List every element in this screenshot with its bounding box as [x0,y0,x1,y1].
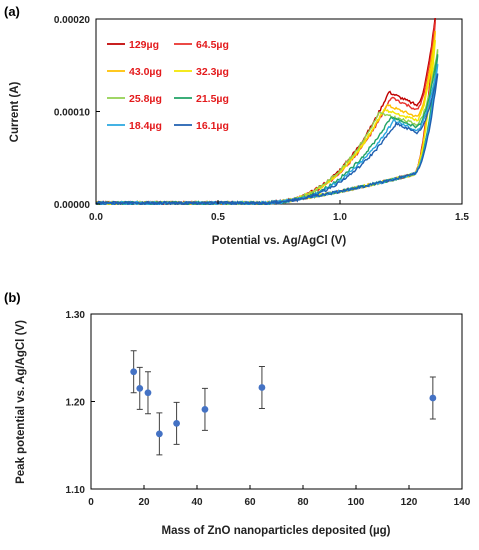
plot-b-frame [90,313,463,490]
plot-a-legend: 129µg 64.5µg 43.0µg 32.3µg 25.8µg 21.5µg 18.4µ… [107,39,229,132]
plot-a-y-axis-title: Current (A) [9,81,21,142]
plot-b-x-tick-label: 60 [244,497,256,508]
plot-a-x-tick-label: 0.5 [211,212,225,223]
plot-b-x-tick-label: 0 [88,497,94,508]
scatter-point [429,394,437,402]
legend-entry: 43.0µg [129,66,162,78]
cv-series-line [96,63,439,205]
scatter-point [130,368,138,376]
plot-b-x-tick-label: 140 [454,497,471,508]
plot-a-y-tick-label: 0.00020 [54,15,91,26]
legend-entry: 32.3µg [196,66,229,78]
legend-entry: 21.5µg [196,93,229,105]
plot-a-x-tick-label: 1.5 [455,212,469,223]
plot-b-x-tick-label: 80 [297,497,309,508]
scatter-point [201,405,209,413]
plot-b-x-tick-label: 40 [191,497,203,508]
panel-a: (a) 0.0 0.5 1.0 1.5 0.00000 0.00010 0.00020 12… [4,4,469,247]
panel-a-label: (a) [4,4,20,19]
plot-a-ticks: 0.0 0.5 1.0 1.5 0.00000 0.00010 0.00020 [54,15,470,223]
plot-b-x-tick-label: 20 [138,497,150,508]
plot-b-x-tick-label: 120 [401,497,418,508]
plot-a-x-tick-label: 0.0 [89,212,103,223]
plot-a-x-tick-label: 1.0 [333,212,347,223]
plot-b-y-tick-label: 1.20 [66,398,86,409]
plot-b-points [130,350,437,456]
plot-b-x-axis-title: Mass of ZnO nanoparticles deposited (µg) [162,525,391,537]
cv-series-line [96,30,436,205]
scatter-point [258,384,266,391]
scatter-point [173,419,180,427]
plot-a-y-tick-label: 0.00010 [54,108,91,119]
legend-entry: 25.8µg [129,93,162,105]
plot-b-ticks: 0 20 40 60 80 100 120 140 1.10 1.20 1.30 [66,310,471,508]
scatter-point [155,430,163,438]
panel-b: (b) 0 20 40 60 80 100 120 140 1.10 1.20 1.30 Mass … [4,290,471,537]
plot-a-curves [96,18,439,205]
plot-a-x-axis-title: Potential vs. Ag/AgCl (V) [212,235,347,247]
scatter-point [144,389,152,397]
legend-entry: 18.4µg [129,120,162,132]
plot-b-x-tick-label: 100 [348,497,365,508]
legend-entry: 64.5µg [196,39,229,51]
legend-entry: 129µg [129,39,159,51]
plot-b-y-axis-title: Peak potential vs. Ag/AgCl (V) [15,320,27,484]
cv-series-line [96,73,439,205]
legend-entry: 16.1µg [196,120,229,132]
scatter-point [136,384,144,392]
plot-b-y-tick-label: 1.30 [66,310,86,321]
panel-b-label: (b) [4,290,21,305]
plot-a-y-tick-label: 0.00000 [54,200,91,211]
plot-b-y-tick-label: 1.10 [66,485,86,496]
